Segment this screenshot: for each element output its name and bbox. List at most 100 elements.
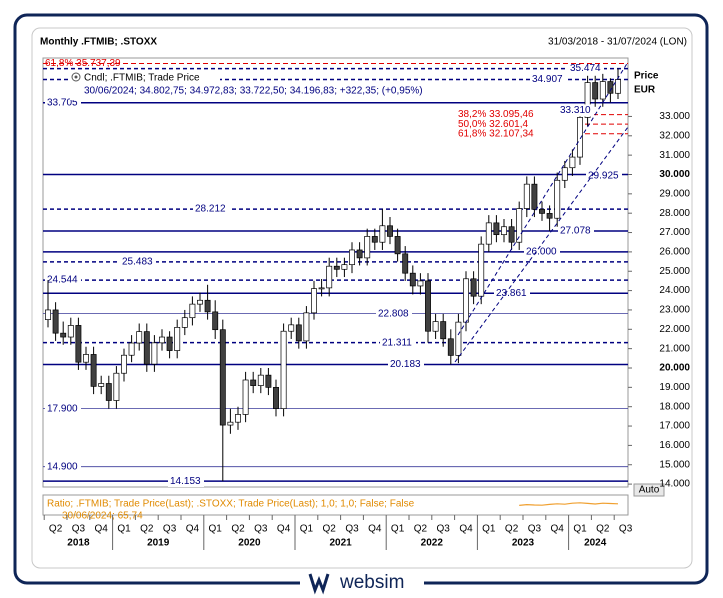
- candle-body: [508, 226, 515, 243]
- level-label-bg: [494, 287, 530, 300]
- candle-body: [212, 311, 219, 331]
- x-tick-label: Q3: [345, 524, 359, 535]
- candle-body: [174, 327, 181, 351]
- level-label-bg: [120, 255, 156, 268]
- auto-button-label[interactable]: Auto: [639, 485, 660, 496]
- x-tick-label: Q2: [323, 524, 337, 535]
- annotation: 33.310: [560, 105, 591, 116]
- candle-body: [113, 372, 120, 401]
- candle-body: [478, 243, 485, 297]
- y-tick-label: 21.000: [659, 343, 690, 354]
- level-label: 28.212: [195, 204, 226, 215]
- y-tick-label: 31.000: [659, 150, 690, 161]
- candle-body: [364, 236, 371, 259]
- auto-button[interactable]: [633, 483, 665, 497]
- x-tick-label: Q1: [300, 524, 314, 535]
- x-group-label: 2021: [329, 538, 352, 549]
- level-label: 14.153: [170, 476, 201, 487]
- x-tick-label: Q1: [391, 524, 405, 535]
- y-axis-label: Price: [634, 71, 659, 82]
- candle-body: [463, 278, 469, 323]
- candle-body: [311, 288, 317, 314]
- x-group-label: 2018: [67, 538, 90, 549]
- x-tick-label: Q1: [209, 524, 223, 535]
- annotation-bg: [586, 169, 622, 182]
- x-group-label: 2022: [421, 538, 444, 549]
- candle-body: [470, 278, 477, 297]
- level-label: 35.474: [570, 63, 601, 74]
- candle-body: [356, 249, 363, 259]
- candle-body: [105, 383, 112, 401]
- candle-body: [523, 183, 530, 209]
- x-tick-label: Q3: [254, 524, 268, 535]
- level-label: 33.705: [47, 97, 78, 108]
- level-label-bg: [568, 62, 604, 75]
- candle-body: [516, 208, 523, 243]
- candle-body: [493, 222, 500, 236]
- candle-body: [349, 249, 355, 266]
- candle-body: [577, 117, 583, 158]
- y-tick-label: 22.000: [659, 324, 690, 335]
- level-label: 23.861: [496, 288, 527, 299]
- fib-label: 61,8% 32.107,34: [458, 128, 534, 139]
- x-tick-label: Q2: [505, 524, 519, 535]
- candle-body: [303, 312, 310, 342]
- y-tick-label: 16.000: [659, 440, 690, 451]
- candle-body: [592, 82, 599, 100]
- candle-body: [615, 79, 621, 94]
- level-label: 21.311: [382, 337, 412, 348]
- candle-body: [136, 331, 143, 344]
- y-tick-label: 19.000: [659, 382, 690, 393]
- x-tick-label: Q4: [186, 524, 200, 535]
- level-label: 26.000: [526, 247, 557, 258]
- candle-body: [485, 222, 492, 245]
- fib-label: 38,2% 33.095,46: [458, 109, 534, 120]
- y-tick-label: 20.000: [659, 363, 690, 374]
- x-tick-label: Q4: [95, 524, 109, 535]
- y-axis-unit: EUR: [634, 85, 656, 96]
- candle-body: [531, 183, 538, 210]
- ratio-legend-values: 30/06/2024; 65,74: [62, 511, 143, 522]
- y-tick-label: 26.000: [659, 247, 690, 258]
- candle-body: [83, 354, 89, 363]
- candle-body: [45, 309, 51, 320]
- legend-box: [70, 70, 220, 100]
- ratio-line: [519, 502, 619, 506]
- legend-icon: [71, 72, 81, 82]
- x-tick-label: Q4: [551, 524, 565, 535]
- candle-body: [455, 321, 462, 356]
- level-label: 22.808: [378, 308, 409, 319]
- candle-body: [151, 342, 158, 365]
- y-tick-label: 29.000: [659, 188, 690, 199]
- level-label-bg: [45, 460, 81, 473]
- level-label-bg: [524, 245, 560, 258]
- candle-body: [265, 374, 272, 388]
- candle-body: [402, 253, 409, 274]
- x-tick-label: Q1: [573, 524, 587, 535]
- candle-body: [280, 330, 287, 409]
- x-tick-label: Q2: [140, 524, 154, 535]
- level-label-bg: [168, 475, 204, 487]
- candle-body: [387, 225, 393, 237]
- candle-body: [539, 208, 545, 214]
- y-tick-label: 27.000: [659, 227, 690, 238]
- x-group-label: 2019: [147, 538, 170, 549]
- candle-body: [394, 236, 401, 255]
- y-tick-label: 25.000: [659, 266, 690, 277]
- candle-body: [242, 379, 249, 415]
- candle-body: [189, 303, 196, 319]
- x-tick-label: Q1: [482, 524, 496, 535]
- y-tick-label: 28.000: [659, 208, 690, 219]
- candle-body: [425, 280, 431, 332]
- level-label-bg: [376, 307, 412, 320]
- y-tick-label: 14.000: [659, 479, 690, 490]
- candle-body: [326, 265, 333, 289]
- ratio-pane: [42, 494, 629, 516]
- level-label: 20.183: [390, 359, 421, 370]
- fib-label: 61,8% 35.737,39: [45, 58, 121, 69]
- candle-body: [181, 317, 188, 328]
- candle-body: [227, 421, 234, 426]
